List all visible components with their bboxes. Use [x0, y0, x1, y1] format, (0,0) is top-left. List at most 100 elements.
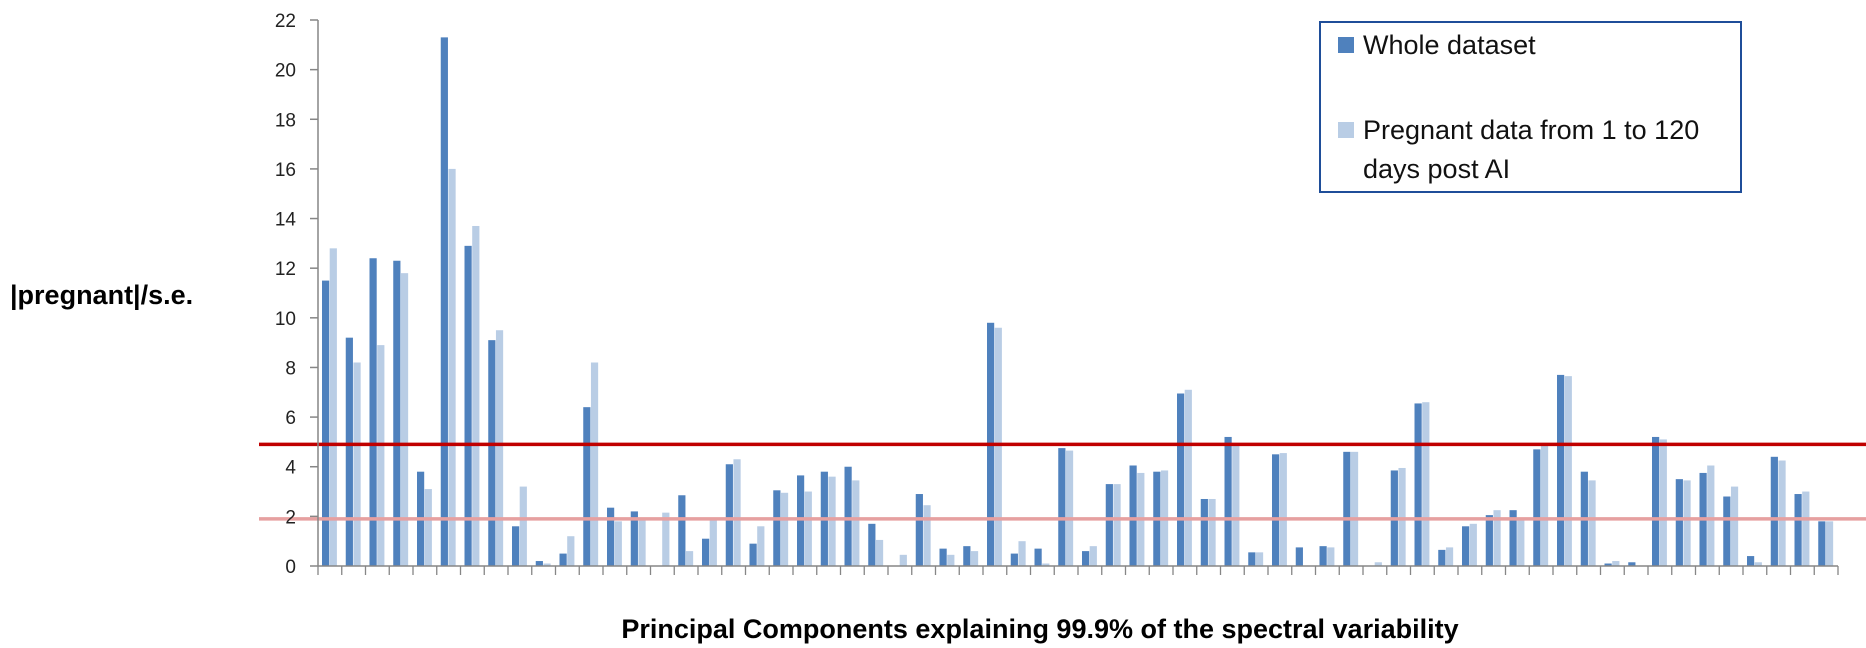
- bar-pregnant-data-29: [994, 327, 1002, 566]
- bar-pregnant-data-58: [1683, 480, 1691, 566]
- legend-entry-whole-dataset: Whole dataset: [1363, 30, 1536, 60]
- bar-pregnant-data-4: [400, 273, 409, 566]
- bar-whole-dataset-48: [1438, 549, 1446, 566]
- bar-pregnant-data-45: [1374, 562, 1382, 566]
- bar-pregnant-data-60: [1730, 486, 1739, 566]
- bar-whole-dataset-44: [1343, 451, 1351, 566]
- bar-pregnant-data-34: [1113, 484, 1121, 566]
- bar-whole-dataset-58: [1675, 479, 1683, 566]
- bar-whole-dataset-14: [630, 511, 638, 566]
- bar-pregnant-data-54: [1588, 480, 1596, 566]
- bar-pregnant-data-11: [567, 536, 575, 566]
- bar-pregnant-data-5: [424, 489, 432, 566]
- bar-pregnant-data-63: [1802, 491, 1810, 566]
- bar-whole-dataset-12: [583, 407, 591, 566]
- bar-whole-dataset-30: [1010, 553, 1018, 566]
- y-tick-label-16: 16: [275, 160, 296, 181]
- y-axis-label: |pregnant|/s.e.: [10, 280, 193, 310]
- y-tick-label-18: 18: [275, 110, 296, 131]
- bar-whole-dataset-51: [1509, 510, 1517, 566]
- bar-whole-dataset-26: [915, 494, 923, 566]
- bar-whole-dataset-34: [1105, 484, 1113, 566]
- bar-whole-dataset-3: [369, 258, 377, 566]
- y-tick-label-0: 0: [285, 557, 296, 578]
- bar-pregnant-data-31: [1042, 563, 1050, 566]
- bar-pregnant-data-10: [543, 563, 551, 566]
- bar-pregnant-data-18: [733, 459, 741, 566]
- bar-whole-dataset-16: [678, 495, 686, 566]
- y-tick-label-22: 22: [275, 11, 296, 32]
- bar-pregnant-data-46: [1398, 467, 1406, 566]
- bar-pregnant-data-39: [1232, 444, 1240, 566]
- bar-pregnant-data-25: [899, 554, 907, 566]
- bar-pregnant-data-3: [377, 345, 385, 566]
- bar-pregnant-data-15: [662, 512, 670, 566]
- bar-pregnant-data-48: [1445, 547, 1454, 566]
- bar-pregnant-data-61: [1754, 562, 1762, 566]
- bar-pregnant-data-27: [947, 554, 955, 566]
- bar-whole-dataset-62: [1770, 456, 1778, 566]
- bar-pregnant-data-53: [1564, 376, 1572, 566]
- bar-whole-dataset-43: [1319, 546, 1327, 566]
- bar-pregnant-data-49: [1469, 523, 1477, 566]
- bar-whole-dataset-41: [1272, 454, 1280, 566]
- y-tick-labels: 0 2 4 6 8 10 12 14 16 18 20 22: [275, 11, 297, 578]
- bar-whole-dataset-6: [440, 37, 448, 567]
- bar-pregnant-data-37: [1184, 389, 1192, 566]
- bar-whole-dataset-27: [939, 548, 947, 566]
- bar-pregnant-data-32: [1065, 450, 1074, 566]
- y-tick-label-10: 10: [275, 309, 296, 330]
- bar-whole-dataset-50: [1485, 515, 1493, 566]
- bar-whole-dataset-56: [1628, 562, 1636, 566]
- bar-pregnant-data-62: [1778, 460, 1786, 566]
- bar-pregnant-data-44: [1350, 451, 1359, 566]
- bar-whole-dataset-2: [345, 337, 353, 566]
- bar-whole-dataset-21: [797, 475, 805, 566]
- bar-pregnant-data-21: [804, 491, 812, 566]
- bar-whole-dataset-13: [607, 507, 615, 566]
- bar-pregnant-data-20: [780, 492, 789, 566]
- y-tick-label-6: 6: [285, 408, 296, 429]
- x-axis-label: Principal Components explaining 99.9% of…: [621, 614, 1458, 644]
- bar-pregnant-data-40: [1255, 552, 1264, 566]
- bar-whole-dataset-17: [702, 538, 710, 566]
- legend-entry-pregnant-data-line2: days post AI: [1363, 154, 1510, 184]
- bar-pregnant-data-51: [1517, 517, 1525, 566]
- bar-pregnant-data-23: [852, 480, 860, 566]
- bar-whole-dataset-31: [1034, 548, 1042, 566]
- bar-whole-dataset-47: [1414, 403, 1422, 566]
- bar-whole-dataset-38: [1200, 498, 1208, 566]
- bar-pregnant-data-28: [970, 551, 979, 566]
- reference-lines-layer: [259, 442, 1866, 521]
- legend-entry-pregnant-data-line1: Pregnant data from 1 to 120: [1363, 115, 1699, 145]
- legend: Whole dataset Pregnant data from 1 to 12…: [1319, 21, 1742, 193]
- legend-swatch-whole-dataset: [1338, 37, 1354, 53]
- bar-pregnant-data-41: [1279, 453, 1287, 566]
- bar-whole-dataset-64: [1818, 521, 1826, 566]
- bar-whole-dataset-52: [1533, 449, 1541, 566]
- bar-pregnant-data-9: [519, 486, 527, 566]
- bar-whole-dataset-57: [1652, 436, 1660, 566]
- bar-pregnant-data-19: [757, 526, 765, 566]
- bar-whole-dataset-4: [393, 260, 401, 566]
- bar-pregnant-data-13: [614, 521, 622, 566]
- legend-box: [1319, 21, 1742, 193]
- bar-pregnant-data-55: [1612, 561, 1620, 566]
- bar-whole-dataset-23: [844, 466, 852, 566]
- bar-whole-dataset-42: [1295, 547, 1303, 566]
- bar-whole-dataset-32: [1058, 448, 1066, 566]
- y-tick-label-2: 2: [285, 507, 296, 528]
- bar-pregnant-data-50: [1493, 510, 1501, 566]
- bar-whole-dataset-33: [1082, 551, 1090, 566]
- bar-pregnant-data-1: [329, 248, 337, 566]
- bar-pregnant-data-52: [1540, 445, 1549, 566]
- bar-whole-dataset-7: [464, 245, 472, 566]
- bar-pregnant-data-14: [638, 518, 646, 566]
- bar-pregnant-data-6: [448, 168, 456, 566]
- bar-whole-dataset-55: [1604, 563, 1612, 566]
- bar-pregnant-data-22: [828, 476, 836, 566]
- bar-whole-dataset-18: [725, 464, 733, 566]
- axes-layer: [310, 19, 1839, 575]
- bar-whole-dataset-60: [1723, 496, 1731, 566]
